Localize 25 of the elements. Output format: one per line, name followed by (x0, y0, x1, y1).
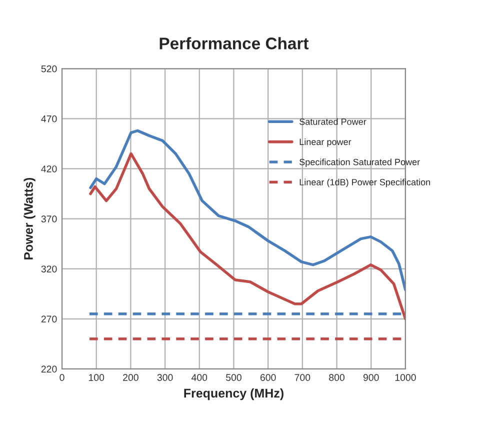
x-tick-label: 800 (329, 374, 344, 381)
y-tick-label: 520 (41, 65, 57, 72)
x-tick-label: 900 (363, 374, 379, 381)
legend-label: Specification Saturated Power (300, 158, 420, 168)
y-tick-label: 370 (41, 216, 57, 222)
y-axis-title: Power (Watts) (24, 178, 36, 260)
y-tick-label: 470 (41, 115, 57, 122)
legend-label: Linear (1dB) Power Specification (300, 178, 430, 188)
legend-label: Saturated Power (300, 118, 366, 125)
x-tick-label: 600 (260, 374, 276, 381)
x-tick-label: 400 (192, 374, 208, 381)
y-tick-label: 420 (41, 165, 57, 172)
x-tick-label: 0 (60, 374, 64, 381)
y-tick-label: 270 (41, 316, 57, 323)
x-tick-label: 200 (123, 374, 138, 381)
legend-label: Linear power (300, 138, 352, 147)
x-tick-label: 300 (157, 374, 173, 381)
chart-title: Performance Chart (160, 37, 309, 50)
y-tick-label: 320 (41, 266, 57, 272)
x-tick-label: 1000 (395, 374, 416, 381)
x-axis-title: Frequency (MHz) (184, 388, 284, 400)
y-tick-label: 220 (41, 366, 57, 373)
x-tick-label: 100 (88, 374, 104, 381)
x-tick-label: 500 (226, 374, 242, 381)
x-tick-label: 700 (294, 374, 310, 381)
